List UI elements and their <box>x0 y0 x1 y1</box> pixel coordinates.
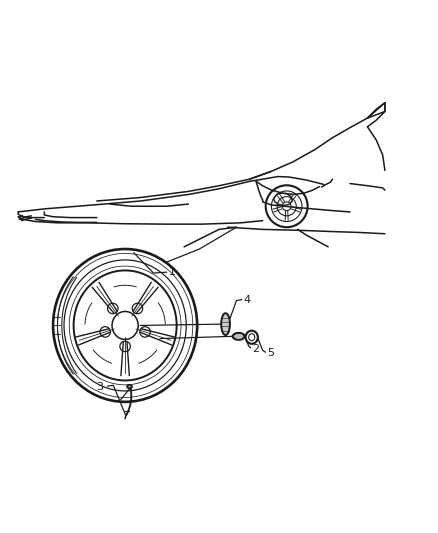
Ellipse shape <box>221 313 230 335</box>
Text: 2: 2 <box>252 344 259 353</box>
Text: 4: 4 <box>244 295 251 305</box>
Text: 5: 5 <box>267 348 274 358</box>
Ellipse shape <box>127 385 132 389</box>
Text: 1: 1 <box>168 267 175 277</box>
Text: 3: 3 <box>96 382 103 392</box>
Ellipse shape <box>233 333 245 340</box>
